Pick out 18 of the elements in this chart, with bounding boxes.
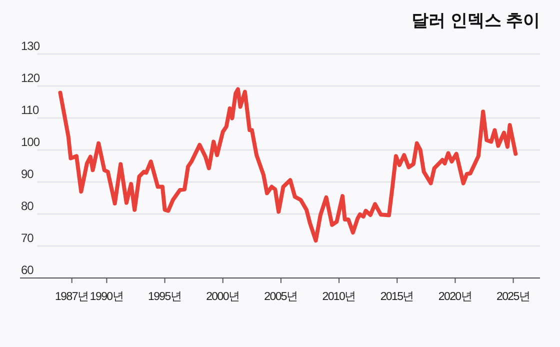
- x-tick-label: 2000년: [206, 291, 240, 303]
- chart-title: 달러 인덱스 추이: [412, 11, 540, 30]
- y-tick-label: 80: [21, 199, 34, 213]
- y-tick-label: 70: [21, 231, 34, 245]
- x-tick-label: 2020년: [438, 291, 472, 303]
- x-tick-label: 2010년: [322, 291, 356, 303]
- x-tick-label: 1990년: [90, 291, 124, 303]
- x-tick-label: 2005년: [264, 291, 298, 303]
- y-tick-label: 110: [21, 103, 40, 117]
- x-tick-label: 1995년: [148, 291, 182, 303]
- x-tick-label: 2025년: [496, 291, 530, 303]
- y-tick-label: 60: [21, 263, 34, 277]
- x-tick-label: 1987년: [55, 291, 89, 303]
- y-tick-label: 100: [21, 135, 40, 149]
- x-tick-label: 2015년: [380, 291, 414, 303]
- y-tick-label: 120: [21, 71, 40, 85]
- y-tick-label: 130: [21, 39, 40, 53]
- y-tick-label: 90: [21, 167, 34, 181]
